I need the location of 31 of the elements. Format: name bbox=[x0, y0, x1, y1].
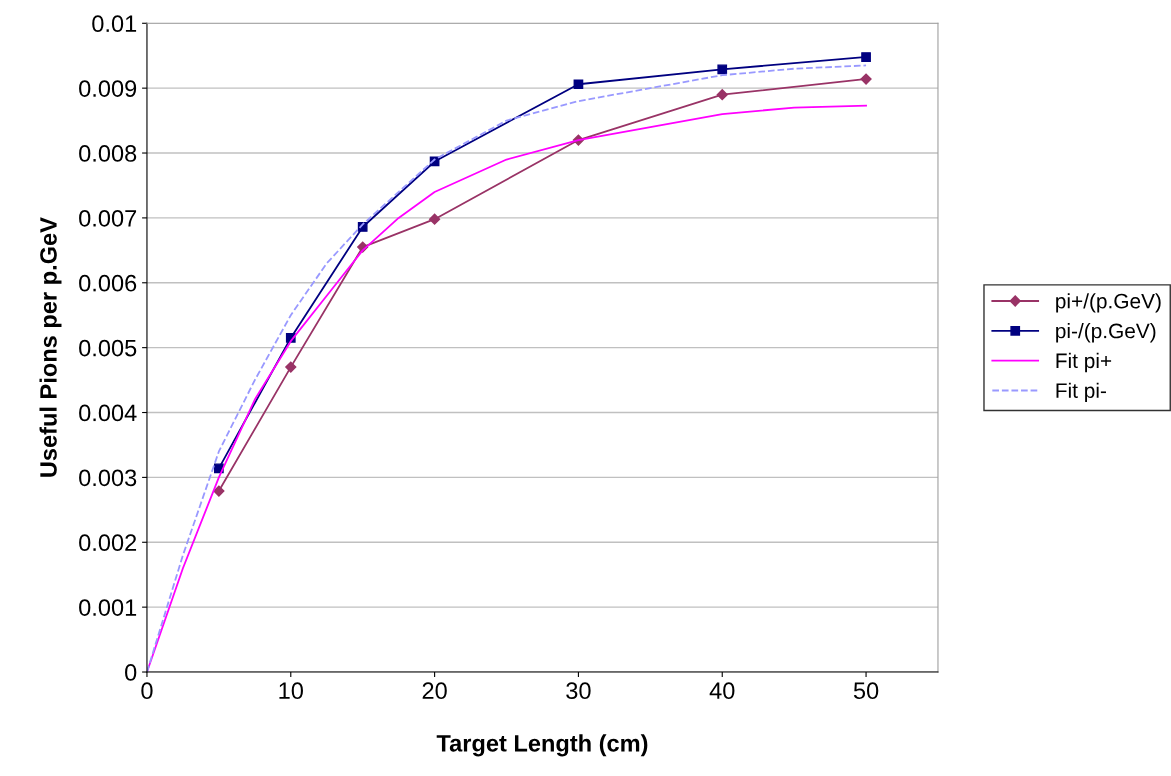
point bbox=[573, 79, 584, 90]
point bbox=[428, 213, 441, 225]
y-tick-label: 0.006 bbox=[79, 274, 137, 292]
x-tick-label: 20 bbox=[422, 682, 447, 700]
y-tick-label: 0.003 bbox=[79, 469, 137, 487]
y-tick-label: 0 bbox=[125, 664, 137, 681]
point bbox=[285, 361, 297, 373]
x-tick-label: 50 bbox=[853, 682, 879, 700]
x-tick-label: 10 bbox=[279, 682, 303, 700]
point bbox=[860, 73, 872, 85]
y-axis-title: Useful Pions per p.GeV bbox=[39, 217, 62, 477]
x-axis-title: Target Length (cm) bbox=[436, 734, 648, 757]
point bbox=[717, 64, 728, 75]
x-tick-label: 0 bbox=[141, 682, 153, 700]
y-tick-label: 0.002 bbox=[79, 534, 137, 552]
y-tick-label: 0.004 bbox=[79, 404, 137, 422]
x-tick-label: 40 bbox=[709, 682, 735, 700]
point bbox=[861, 52, 871, 62]
y-tick-label: 0.01 bbox=[92, 15, 137, 33]
legend-label: Fit pi- bbox=[1056, 382, 1106, 403]
point bbox=[213, 485, 225, 497]
y-tick-label: 0.005 bbox=[79, 339, 137, 357]
legend-label: pi+/(p.GeV) bbox=[1056, 293, 1161, 313]
x-tick-label: 30 bbox=[566, 682, 591, 700]
point bbox=[716, 89, 728, 101]
legend-label: pi-/(p.GeV) bbox=[1056, 323, 1156, 343]
y-tick-label: 0.007 bbox=[79, 209, 137, 227]
y-tick-label: 0.009 bbox=[79, 80, 137, 97]
legend-label: Fit pi+ bbox=[1056, 352, 1112, 373]
y-tick-label: 0.001 bbox=[79, 599, 137, 616]
y-tick-label: 0.008 bbox=[79, 145, 137, 162]
